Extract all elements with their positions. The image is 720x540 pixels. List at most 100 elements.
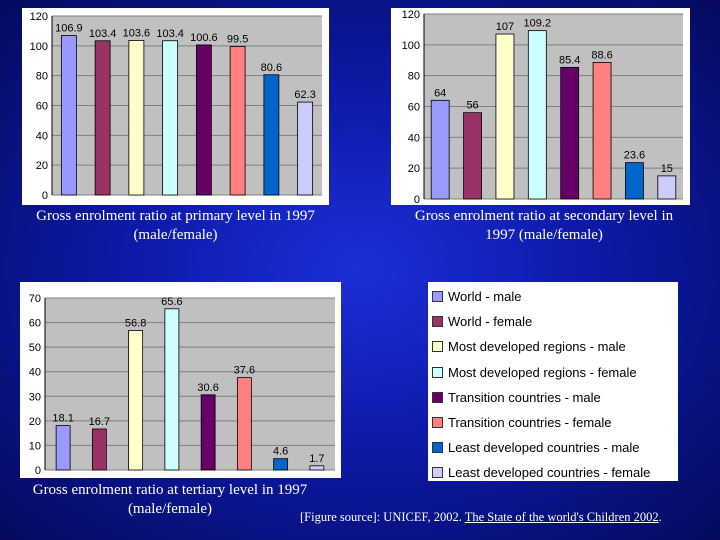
data-label: 80.6 [261,62,282,74]
y-tick-label: 20 [36,160,48,172]
data-label: 64 [434,87,446,99]
legend-entry: World - female [432,309,678,334]
y-tick-label: 0 [42,190,48,202]
bar [297,101,314,196]
bar [463,112,482,200]
data-label: 37.6 [234,365,255,377]
plot-area [45,298,335,470]
legend-swatch [432,291,443,303]
bar [200,394,216,471]
bar [495,33,515,200]
y-tick-label: 60 [408,102,420,114]
y-tick-label: 20 [29,416,41,428]
bar [195,44,212,196]
source-link[interactable]: The State of the world's Children 2002 [464,510,659,524]
legend-entry: Transition countries - female [432,410,678,435]
legend-entry: Least developed countries - male [432,435,678,460]
figure-source: [Figure source]: UNICEF, 2002. The State… [300,510,662,525]
legend-label: Transition countries - female [448,415,612,431]
secondary-chart-panel: 0 20 40 60 80 100 120 64 56 107 109.2 85.4 88.6 23.6 1… [391,8,690,205]
legend-label: World - male [448,289,522,305]
y-tick-label: 0 [35,465,41,477]
y-tick-label: 80 [408,71,420,83]
secondary-chart: 0 20 40 60 80 100 120 64 56 107 109.2 85.4 88.6 23.6 1… [402,9,683,205]
legend-label: Least developed countries - female [448,465,651,481]
data-label: 85.4 [559,54,580,66]
tertiary-chart: 0 10 20 30 40 50 60 70 18.1 16.7 56.8 65.6 30.6 37.6 4… [29,293,335,477]
data-label: 30.6 [197,382,218,394]
legend-entry: Most developed regions - male [432,334,678,359]
y-tick-label: 40 [29,367,41,379]
legend-swatch [432,417,443,429]
legend-swatch [432,341,443,353]
data-label: 16.7 [89,416,110,428]
source-suffix: . [658,510,662,524]
secondary-chart-caption: Gross enrolment ratio at secondary level… [414,208,674,243]
legend-entry: Most developed regions - female [432,360,678,385]
y-tick-label: 50 [29,342,41,354]
bar [55,425,71,471]
data-label: 106.9 [55,23,83,35]
bar [430,99,450,200]
bar [592,62,612,200]
data-label: 62.3 [294,89,315,101]
data-label: 1.7 [309,453,324,465]
y-tick-label: 10 [29,440,41,452]
bar [236,377,252,471]
legend-entry: World - male [432,284,678,309]
bar [60,35,77,196]
primary-chart-caption: Gross enrolment ratio at primary level i… [36,208,315,243]
y-tick-label: 40 [408,132,420,144]
bar [273,458,289,471]
legend-swatch [432,316,443,328]
bar [164,308,180,471]
y-tick-label: 60 [29,318,41,330]
data-label: 103.6 [123,27,151,39]
y-tick-label: 70 [29,293,41,305]
bar [229,46,246,196]
source-prefix: [Figure source]: UNICEF, 2002. [300,510,465,524]
y-tick-label: 100 [30,41,48,53]
data-label: 18.1 [52,413,73,425]
bar [527,30,547,200]
data-label: 88.6 [591,49,612,61]
bar [128,40,145,196]
y-tick-label: 120 [30,11,48,23]
bar [309,465,325,471]
data-label: 99.5 [227,34,248,46]
y-tick-label: 20 [408,163,420,175]
data-label: 15 [661,163,673,175]
legend-label: Most developed regions - female [448,364,637,380]
bar [560,66,580,200]
legend-label: Least developed countries - male [448,440,640,456]
legend-label: Most developed regions - male [448,339,626,355]
y-tick-label: 60 [36,101,48,113]
legend-entry: Least developed countries - female [432,460,678,485]
data-label: 103.4 [89,28,117,40]
y-tick-label: 120 [402,9,420,21]
data-label: 109.2 [524,18,552,30]
chart-legend: World - male World - female Most developed… [428,282,678,481]
tertiary-chart-caption: Gross enrolment ratio at tertiary level … [32,482,308,517]
bar [91,428,107,471]
legend-label: World - female [448,314,533,330]
data-label: 103.4 [156,28,184,40]
y-tick-label: 0 [414,194,420,205]
data-label: 4.6 [273,446,288,458]
legend-swatch [432,391,443,403]
bar [128,330,144,471]
bar [657,175,677,200]
data-label: 23.6 [624,150,645,162]
bar [94,40,111,196]
y-tick-label: 100 [402,40,420,52]
primary-chart: 0 20 40 60 80 100 120 106.9 103.4 103.6 103.4 100.6… [30,11,322,202]
bar [162,40,179,196]
legend-label: Transition countries - male [448,389,601,405]
y-tick-label: 40 [36,130,48,142]
legend-swatch [432,366,443,378]
data-label: 107 [496,21,514,33]
bar [625,162,644,200]
data-label: 65.6 [161,296,182,308]
bar [263,74,280,196]
data-label: 100.6 [190,32,218,44]
